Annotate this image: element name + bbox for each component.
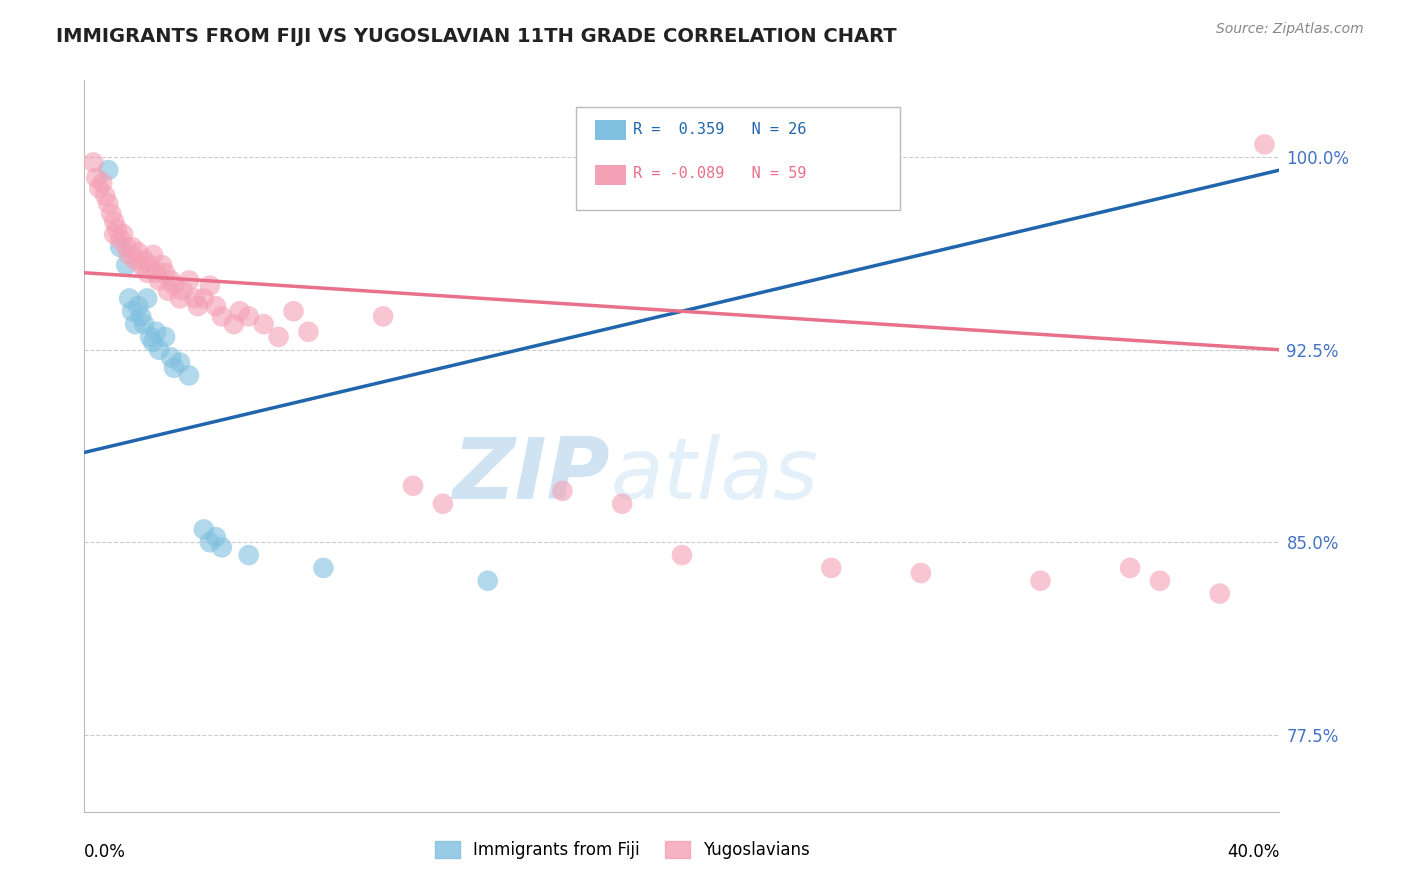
- Point: [110, 240, 132, 254]
- Point: [1029, 574, 1052, 588]
- Point: [89, 181, 111, 195]
- Point: [163, 278, 186, 293]
- Text: 40.0%: 40.0%: [1227, 843, 1279, 861]
- Point: [129, 310, 152, 324]
- Point: [103, 214, 125, 228]
- Text: R =  0.359   N = 26: R = 0.359 N = 26: [633, 122, 806, 136]
- Point: [148, 273, 170, 287]
- Point: [129, 258, 152, 272]
- Point: [671, 548, 693, 562]
- Point: [1209, 586, 1232, 600]
- Point: [139, 330, 162, 344]
- Point: [211, 310, 233, 324]
- Point: [145, 325, 167, 339]
- Point: [198, 278, 221, 293]
- Point: [205, 299, 228, 313]
- Point: [110, 232, 132, 246]
- Text: 0.0%: 0.0%: [84, 843, 127, 861]
- Point: [121, 304, 143, 318]
- Point: [612, 497, 634, 511]
- Point: [148, 343, 170, 357]
- Point: [97, 163, 120, 178]
- Point: [820, 561, 842, 575]
- Point: [127, 245, 149, 260]
- Text: IMMIGRANTS FROM FIJI VS YUGOSLAVIAN 11TH GRADE CORRELATION CHART: IMMIGRANTS FROM FIJI VS YUGOSLAVIAN 11TH…: [56, 27, 897, 45]
- Point: [145, 266, 167, 280]
- Point: [163, 360, 186, 375]
- Point: [118, 292, 141, 306]
- Point: [105, 222, 128, 236]
- Point: [139, 258, 162, 272]
- Point: [312, 561, 335, 575]
- Point: [432, 497, 454, 511]
- Point: [177, 273, 200, 287]
- Point: [229, 304, 252, 318]
- Point: [118, 248, 141, 262]
- Point: [1253, 137, 1275, 152]
- Point: [136, 266, 159, 280]
- Point: [267, 330, 290, 344]
- Point: [177, 368, 200, 383]
- Point: [184, 292, 207, 306]
- Text: Source: ZipAtlas.com: Source: ZipAtlas.com: [1216, 22, 1364, 37]
- Point: [297, 325, 319, 339]
- Point: [82, 155, 104, 169]
- Point: [551, 483, 574, 498]
- Point: [283, 304, 305, 318]
- Text: atlas: atlas: [610, 434, 818, 516]
- Point: [373, 310, 395, 324]
- Point: [193, 292, 215, 306]
- Point: [910, 566, 932, 580]
- Point: [103, 227, 125, 242]
- Point: [153, 330, 176, 344]
- Point: [172, 284, 194, 298]
- Point: [94, 188, 117, 202]
- Point: [97, 196, 120, 211]
- Point: [205, 530, 228, 544]
- Point: [238, 310, 260, 324]
- Point: [124, 317, 146, 331]
- Legend: Immigrants from Fiji, Yugoslavians: Immigrants from Fiji, Yugoslavians: [427, 834, 817, 865]
- Point: [132, 317, 156, 331]
- Point: [115, 258, 138, 272]
- Point: [222, 317, 245, 331]
- Point: [160, 273, 183, 287]
- Point: [150, 258, 173, 272]
- Text: R = -0.089   N = 59: R = -0.089 N = 59: [633, 167, 806, 181]
- Point: [136, 292, 159, 306]
- Point: [127, 299, 149, 313]
- Point: [169, 292, 191, 306]
- Point: [142, 248, 165, 262]
- Point: [198, 535, 221, 549]
- Point: [211, 541, 233, 555]
- Point: [153, 266, 176, 280]
- Point: [253, 317, 276, 331]
- Point: [169, 355, 191, 369]
- Point: [91, 176, 114, 190]
- Point: [86, 170, 108, 185]
- Point: [121, 240, 143, 254]
- Point: [477, 574, 499, 588]
- Point: [142, 334, 165, 349]
- Point: [402, 479, 425, 493]
- Point: [187, 299, 209, 313]
- Text: ZIP: ZIP: [453, 434, 610, 516]
- Point: [160, 351, 183, 365]
- Point: [1119, 561, 1142, 575]
- Point: [1149, 574, 1171, 588]
- Point: [238, 548, 260, 562]
- Point: [132, 252, 156, 267]
- Point: [124, 252, 146, 267]
- Point: [157, 284, 180, 298]
- Point: [193, 523, 215, 537]
- Point: [115, 240, 138, 254]
- Point: [112, 227, 135, 242]
- Point: [100, 207, 122, 221]
